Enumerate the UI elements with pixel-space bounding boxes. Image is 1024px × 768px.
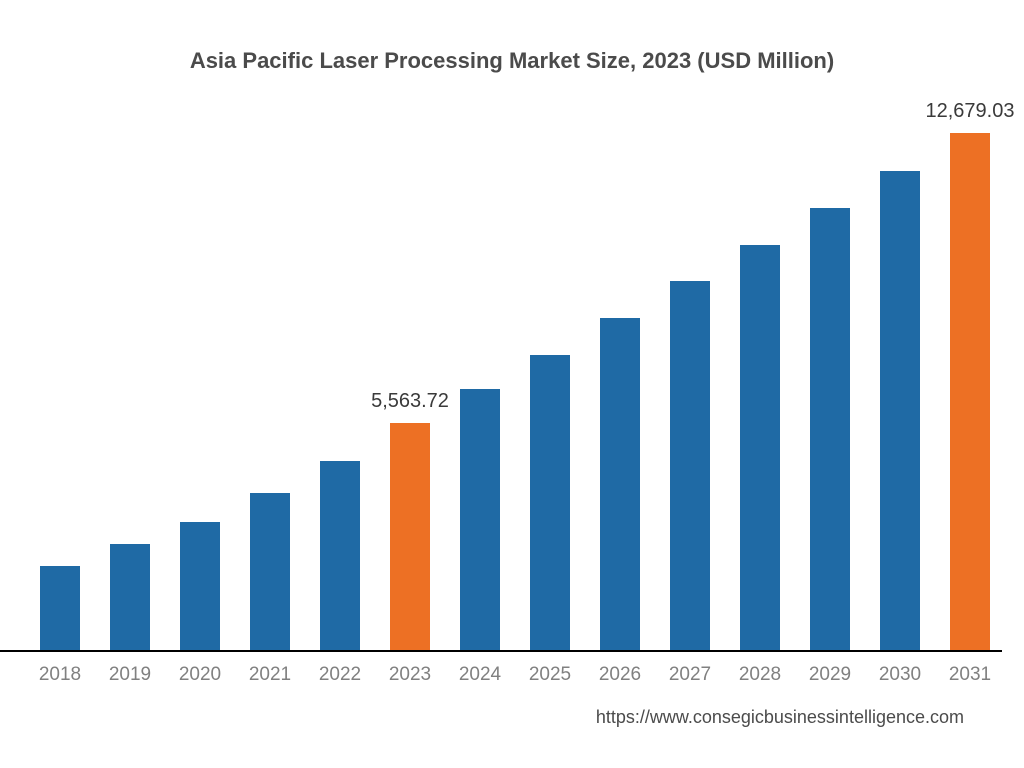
x-axis-label: 2024 <box>459 664 501 686</box>
bar <box>880 171 920 650</box>
x-axis-label: 2025 <box>529 664 571 686</box>
x-axis-label: 2026 <box>599 664 641 686</box>
x-axis-label: 2031 <box>949 664 991 686</box>
x-axis-label: 2022 <box>319 664 361 686</box>
plot-area: 2018 2019 2020 2021 2022 20235,563.72 2024 2025… <box>24 100 1002 650</box>
bar-group: 2029 <box>810 100 850 650</box>
x-axis-label: 2020 <box>179 664 221 686</box>
source-url: https://www.consegicbusinessintelligence… <box>596 707 964 728</box>
bar <box>950 133 990 650</box>
bar <box>180 522 220 650</box>
bar-group: 2020 <box>180 100 220 650</box>
bar <box>530 355 570 650</box>
bar-group: 2028 <box>740 100 780 650</box>
bar <box>320 461 360 650</box>
bar-group: 2018 <box>40 100 80 650</box>
bar <box>600 318 640 650</box>
bar <box>460 389 500 650</box>
bar-group: 2021 <box>250 100 290 650</box>
chart-container: Asia Pacific Laser Processing Market Siz… <box>0 0 1024 768</box>
chart-title: Asia Pacific Laser Processing Market Siz… <box>0 48 1024 74</box>
x-axis-label: 2030 <box>879 664 921 686</box>
bar-group: 2030 <box>880 100 920 650</box>
bar <box>810 208 850 650</box>
bar-value-label: 5,563.72 <box>371 390 449 413</box>
bar-value-label: 12,679.03 <box>926 100 1015 123</box>
x-axis-label: 2021 <box>249 664 291 686</box>
bar-group: 2025 <box>530 100 570 650</box>
bar-group: 203112,679.03 <box>950 100 990 650</box>
x-axis-label: 2019 <box>109 664 151 686</box>
x-axis-label: 2018 <box>39 664 81 686</box>
bar-group: 2026 <box>600 100 640 650</box>
x-axis-label: 2028 <box>739 664 781 686</box>
bar-group: 2022 <box>320 100 360 650</box>
x-axis-label: 2023 <box>389 664 431 686</box>
x-axis-label: 2027 <box>669 664 711 686</box>
x-axis-baseline <box>0 650 1002 652</box>
bar <box>390 423 430 650</box>
bars-container: 2018 2019 2020 2021 2022 20235,563.72 2024 2025… <box>24 100 1002 650</box>
bar-group: 2019 <box>110 100 150 650</box>
bar <box>110 544 150 650</box>
bar <box>40 566 80 650</box>
bar-group: 2027 <box>670 100 710 650</box>
bar <box>250 493 290 650</box>
bar-group: 20235,563.72 <box>390 100 430 650</box>
x-axis-label: 2029 <box>809 664 851 686</box>
bar <box>740 245 780 650</box>
bar <box>670 281 710 650</box>
bar-group: 2024 <box>460 100 500 650</box>
